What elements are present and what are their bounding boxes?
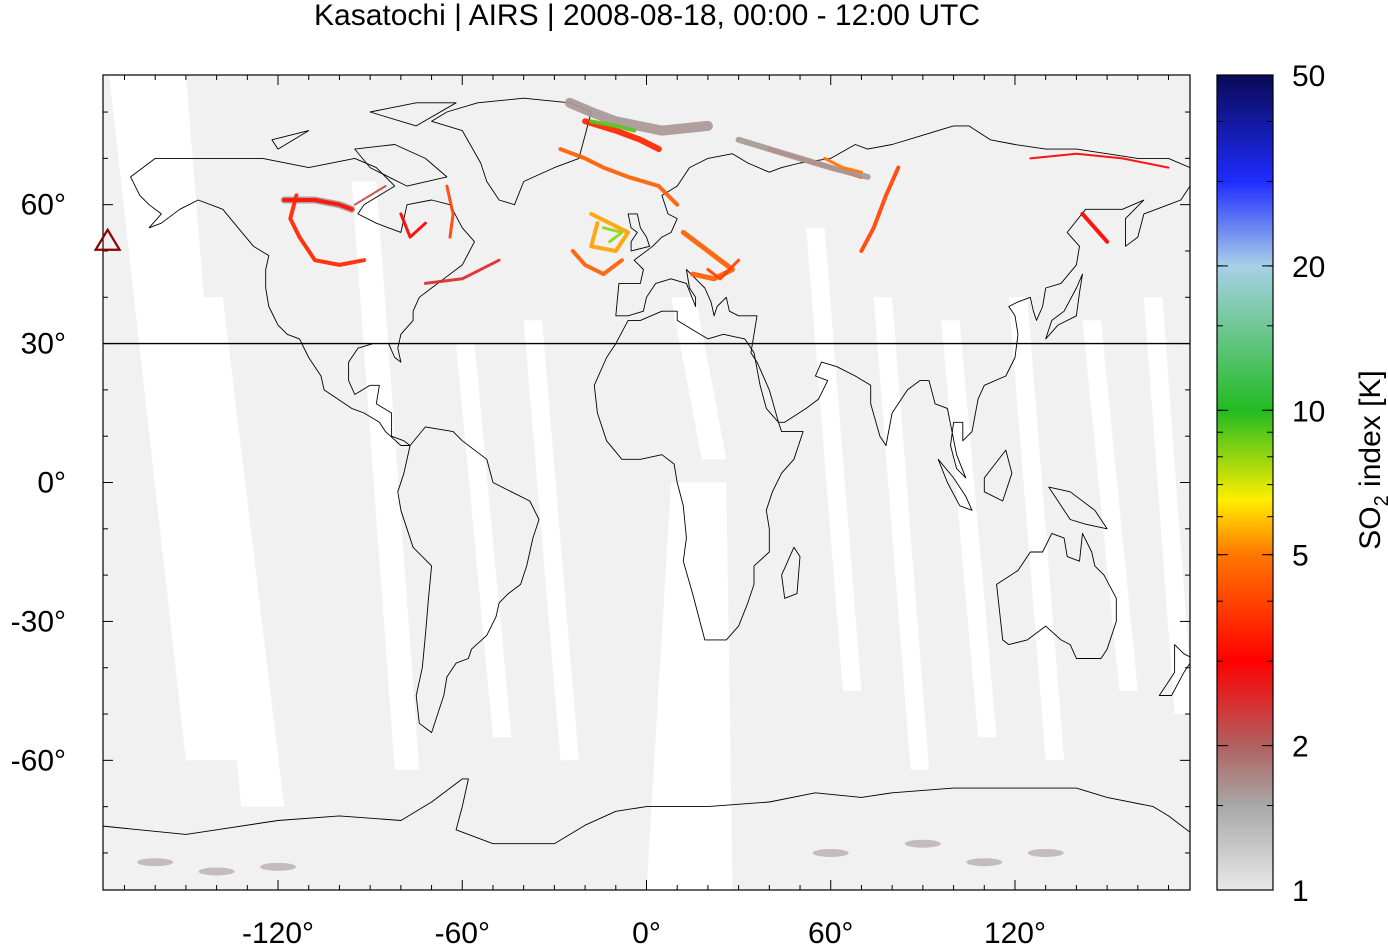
coastline	[781, 546, 801, 599]
coastline	[103, 778, 1190, 845]
so2-plume	[282, 198, 354, 212]
swath-gap	[941, 320, 997, 738]
swath-gap	[1143, 297, 1190, 714]
so2-plume	[558, 147, 680, 207]
y-tick-label: 0°	[37, 467, 66, 500]
so2-plume	[589, 211, 631, 253]
swath-gap	[192, 297, 285, 807]
swath-gap	[456, 343, 512, 738]
colorbar-tick-label: 1	[1292, 875, 1309, 908]
coastline	[354, 144, 448, 187]
colorbar-tick-label: 2	[1292, 731, 1309, 764]
x-tick-label: 0°	[632, 917, 661, 950]
y-tick-label: 30°	[21, 328, 66, 361]
x-axis: -120° -60° 0° 60° 120°	[123, 75, 1170, 950]
colorbar-tick-label: 50	[1292, 60, 1325, 93]
so2-plume	[1029, 152, 1170, 169]
map-plot-area	[103, 75, 1190, 890]
y-tick-label: -30°	[11, 605, 66, 638]
so2-noise	[260, 862, 297, 871]
y-axis: 60° 30° 0° -30° -60°	[11, 111, 1190, 854]
colorbar-gradient	[1216, 74, 1274, 891]
swath-gap	[351, 181, 420, 770]
so2-plume	[445, 184, 455, 239]
so2-noise	[198, 867, 235, 876]
coastline	[397, 426, 540, 734]
so2-plume	[399, 212, 427, 239]
swath-gap	[646, 482, 733, 890]
coastline	[271, 130, 310, 150]
so2-plume	[589, 119, 637, 133]
kasatochi-volcano-marker	[93, 227, 122, 251]
coastline	[1045, 273, 1083, 340]
so2-plumes	[137, 97, 1170, 876]
coastline	[627, 213, 651, 252]
x-tick-label: -120°	[242, 917, 314, 950]
swath-gap	[1008, 297, 1065, 761]
y-tick-label: -60°	[11, 744, 66, 777]
colorbar-tick-label: 10	[1292, 395, 1325, 428]
coastline	[1158, 644, 1190, 696]
so2-plume	[735, 136, 871, 180]
y-tick-label: 60°	[21, 189, 66, 222]
colorbar-label: SO2 index [K]	[1354, 370, 1388, 550]
chart-title: Kasatochi | AIRS | 2008-08-18, 00:00 - 1…	[314, 0, 980, 32]
coastline	[369, 102, 457, 127]
so2-noise	[1027, 848, 1064, 857]
so2-plume	[602, 226, 624, 244]
so2-plume	[564, 97, 713, 136]
x-tick-label: -60°	[435, 917, 490, 950]
coastline	[1048, 486, 1108, 530]
coastline	[130, 157, 475, 446]
volcano-triangle-icon	[93, 227, 122, 251]
coastline	[996, 532, 1117, 659]
so2-plume	[706, 258, 741, 281]
swath-gap	[671, 297, 727, 460]
so2-plume	[859, 165, 901, 253]
swath-gap	[523, 320, 579, 761]
colorbar-tick-label: 5	[1292, 540, 1309, 573]
x-tick-label: 60°	[808, 917, 853, 950]
coastline	[937, 458, 973, 511]
so2-plume	[288, 193, 366, 267]
colorbar-tick-label: 20	[1292, 251, 1325, 284]
colorbar: 50 20 10 5 2 1 SO2 index [K]	[1216, 60, 1388, 908]
so2-plume	[823, 156, 863, 174]
x-tick-label: 120°	[984, 917, 1046, 950]
so2-plume	[680, 229, 735, 282]
coastline	[983, 449, 1013, 502]
swath-gap	[1082, 320, 1138, 691]
so2-plume	[423, 258, 501, 285]
coastline	[593, 310, 804, 641]
so2-plume	[570, 249, 624, 277]
swath-gap	[109, 75, 242, 761]
so2-noise	[966, 858, 1003, 867]
so2-noise	[137, 858, 174, 867]
so2-noise	[904, 839, 941, 848]
so2-noise	[812, 848, 849, 857]
so2-plume	[353, 185, 387, 206]
so2-plume	[582, 118, 662, 153]
colorbar-ticks: 50 20 10 5 2 1	[1217, 60, 1325, 908]
so2-plume	[1080, 211, 1110, 244]
swath-gap	[873, 297, 929, 770]
